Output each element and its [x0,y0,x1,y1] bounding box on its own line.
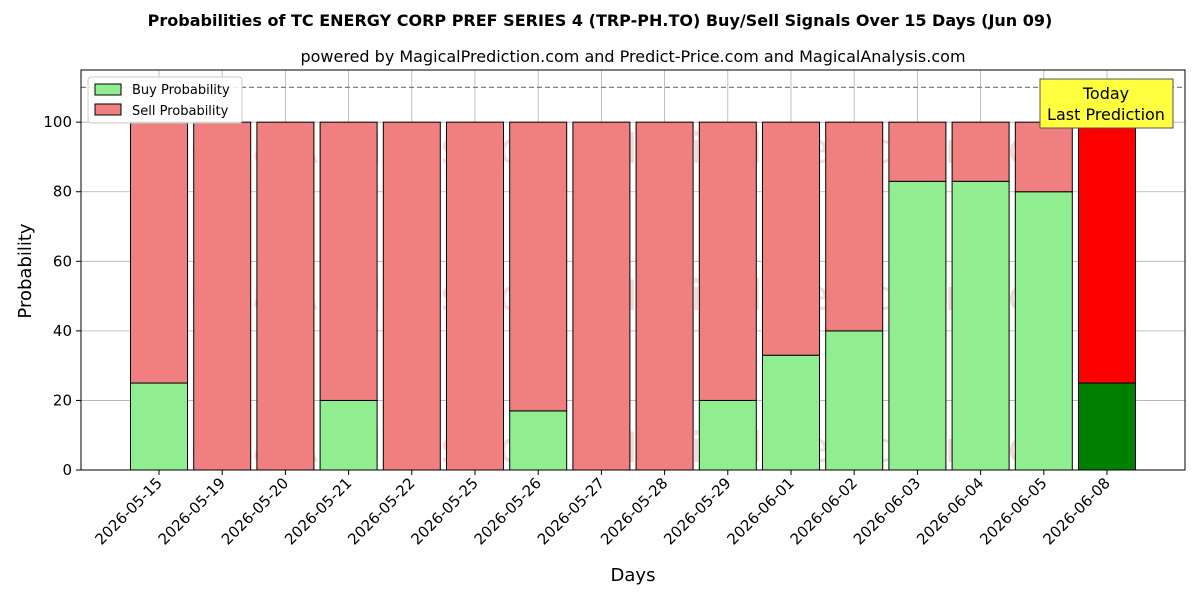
plot-frame [80,69,1186,471]
bar-sell-2026-06-02 [825,121,884,332]
chart-title: Probabilities of TC ENERGY CORP PREF SER… [148,11,1053,30]
legend-swatch-buy [94,83,122,96]
x-tick-label: 2026-06-04 [913,474,987,548]
bar-buy-2026-05-15 [130,382,188,471]
bar-buy-2026-06-04 [951,180,1010,471]
bar-sell-2026-06-01 [762,121,820,356]
x-tick-label: 2026-06-01 [723,474,797,548]
y-tick-label: 80 [53,183,72,201]
bar-buy-2026-06-03 [888,180,947,471]
x-tick-label: 2026-05-19 [155,474,229,548]
bar-sell-2026-05-21 [319,121,378,401]
legend-label-sell: Sell Probability [132,104,229,119]
x-tick-label: 2026-05-22 [344,474,418,548]
bar-buy-2026-05-29 [698,399,757,471]
bar-buy-2026-06-08 [1078,382,1136,471]
y-tick-label: 60 [53,252,72,270]
x-tick-label: 2026-06-05 [976,474,1050,548]
legend: Buy Probability Sell Probability [87,76,243,124]
chart-subtitle: powered by MagicalPrediction.com and Pre… [300,47,965,66]
bar-sell-2026-05-29 [698,121,757,401]
annotation-line-2: Last Prediction [1047,105,1165,124]
bar-buy-2026-05-26 [509,410,568,471]
legend-label-buy: Buy Probability [132,83,230,98]
y-tick-label: 20 [53,391,72,409]
bar-buy-2026-06-05 [1014,191,1073,471]
legend-box [87,76,243,124]
x-tick-label: 2026-06-08 [1039,474,1113,548]
bars [130,121,1136,471]
x-tick-label: 2026-05-25 [407,474,481,548]
y-axis-label: Probability [15,223,36,318]
bar-sell-2026-05-26 [509,121,568,412]
bar-sell-2026-05-22 [382,121,441,471]
annotation-box [1039,78,1174,129]
bar-buy-2026-06-01 [762,354,820,471]
x-tick-label: 2026-05-28 [597,474,671,548]
bar-sell-2026-06-03 [888,121,947,182]
x-tick-label: 2026-05-15 [91,474,165,548]
y-axis: 0 20 40 60 80 100 [43,113,81,479]
bar-sell-2026-05-15 [130,121,188,384]
x-tick-label: 2026-05-29 [660,474,734,548]
bar-sell-2026-05-19 [193,121,252,471]
today-annotation: Today Last Prediction [1039,78,1174,129]
x-tick-label: 2026-05-21 [281,474,355,548]
bar-sell-2026-05-25 [446,121,504,471]
y-tick-label: 40 [53,322,72,340]
bar-buy-2026-05-21 [319,399,378,471]
y-tick-label: 0 [62,461,72,479]
x-axis: 2026-05-152026-05-192026-05-202026-05-21… [91,470,1114,548]
legend-swatch-sell [94,103,122,116]
bar-sell-2026-05-20 [256,121,315,471]
x-tick-label: 2026-05-20 [218,474,292,548]
x-tick-label: 2026-06-02 [787,474,861,548]
bar-sell-2026-05-28 [635,121,694,471]
y-tick-label: 100 [43,113,72,131]
annotation-line-1: Today [1082,84,1129,103]
bar-sell-2026-06-08 [1078,121,1136,384]
x-tick-label: 2026-05-27 [534,474,608,548]
x-axis-label: Days [611,565,656,586]
bar-sell-2026-06-04 [951,121,1010,182]
x-tick-label: 2026-05-26 [471,474,545,548]
x-tick-label: 2026-06-03 [850,474,924,548]
bar-sell-2026-06-05 [1014,121,1073,193]
bar-buy-2026-06-02 [825,330,884,471]
bar-sell-2026-05-27 [572,121,631,471]
